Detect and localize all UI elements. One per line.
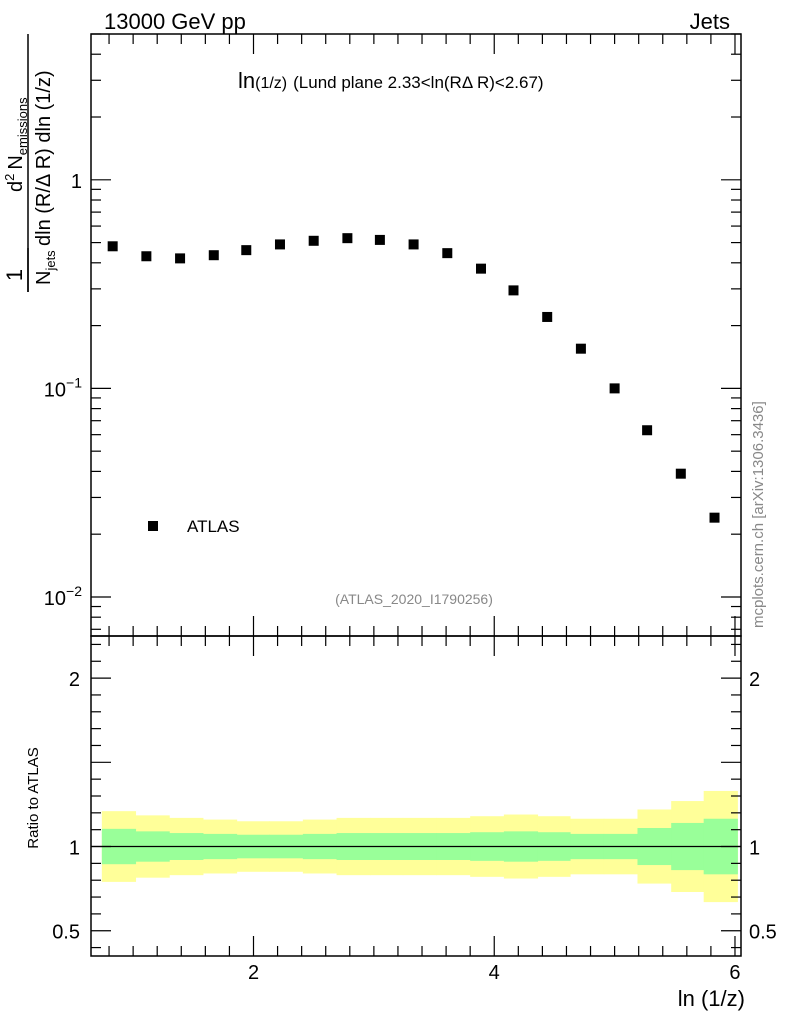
ratio-y-tick-label-right: 1 [749,838,760,860]
data-point [308,235,319,246]
x-axis-label: ln (1/z) [678,986,745,1011]
data-point [675,468,686,479]
data-point [609,383,620,394]
main-axis-ticks [91,33,741,636]
legend-marker [148,521,158,531]
watermark: mcplots.cern.ch [arXiv:1306.3436] [750,401,767,628]
data-point [175,253,186,264]
ratio-y-tick-label: 1 [69,838,80,860]
ratio-tick-labels: 0.5 0.5 1 1 2 2 2 4 6 [52,669,777,984]
data-point [709,512,720,523]
x-tick-label: 2 [248,962,259,984]
data-point [642,425,653,436]
data-point [274,239,285,250]
main-y-axis-label: 1 Njets d2Nemissions dln (R/Δ R) dln (1/… [2,34,58,292]
data-point [442,248,453,259]
data-point [342,233,353,244]
data-point [575,343,586,354]
data-point [208,250,219,261]
process-label: Jets [690,9,730,34]
data-point [542,311,553,322]
svg-text:1: 1 [2,269,27,281]
ratio-y-tick-label: 2 [69,669,80,691]
plot-title: ln(1/z) (Lund plane 2.33<ln(RΔ R)<2.67) [238,68,544,93]
data-points [107,233,720,523]
data-point [508,285,519,296]
x-tick-label: 6 [729,962,740,984]
data-point [408,239,419,250]
y-tick-label: 10−2 [44,583,82,610]
analysis-label: (ATLAS_2020_I1790256) [335,591,493,607]
ratio-y-tick-label-right: 2 [749,669,760,691]
ratio-plot-frame [90,635,742,957]
svg-text:dln (R/Δ R) dln (1/z): dln (R/Δ R) dln (1/z) [33,70,55,246]
energy-label: 13000 GeV pp [104,9,246,34]
ratio-axis-ticks [91,636,741,956]
ratio-y-tick-label: 0.5 [52,922,80,944]
x-tick-label: 4 [489,962,500,984]
svg-text:Njets: Njets [33,250,58,285]
y-tick-label: 1 [71,171,82,193]
svg-text:d2Nemissions: d2Nemissions [2,97,30,192]
main-y-tick-labels: 1 10−1 10−2 [44,171,82,610]
ratio-y-axis-label: Ratio to ATLAS [25,747,42,848]
main-plot-frame [90,33,742,637]
y-tick-label: 10−1 [44,374,82,401]
data-point [374,234,385,245]
data-point [476,263,486,274]
data-point [141,251,152,262]
data-point [241,245,252,256]
data-point [107,241,118,252]
legend-label: ATLAS [187,517,240,536]
ratio-y-tick-label-right: 0.5 [749,922,777,944]
